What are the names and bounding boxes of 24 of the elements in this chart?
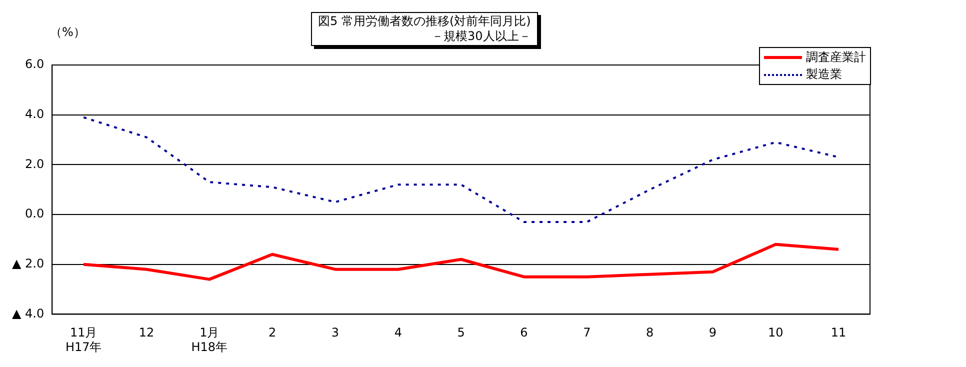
x-tick-label: 7 <box>583 326 591 340</box>
y-axis-title: （%） <box>50 24 86 41</box>
x-tick-label: 1月 H18年 <box>191 326 228 354</box>
x-tick-label: 9 <box>708 326 717 340</box>
chart-title: 図5 常用労働者数の推移(対前年同月比) <box>318 14 531 29</box>
x-tick-label: 12 <box>138 326 154 340</box>
chart-subtitle: －規模30人以上－ <box>430 29 531 44</box>
x-tick-label: 11月 H17年 <box>65 326 102 354</box>
y-tick-label: ▲ 2.0 <box>12 256 44 270</box>
x-tick-label: 5 <box>457 326 465 340</box>
legend-label: 製造業 <box>806 66 842 83</box>
x-tick-label: 3 <box>331 326 340 340</box>
x-tick-label: 4 <box>394 326 402 340</box>
y-tick-label: 4.0 <box>25 106 44 121</box>
legend-label: 調査産業計 <box>806 49 866 66</box>
y-tick-label: ▲ 4.0 <box>12 306 44 320</box>
x-tick-label: 8 <box>646 326 654 340</box>
x-tick-label: 6 <box>520 326 528 340</box>
y-tick-label: 2.0 <box>25 156 44 171</box>
y-tick-label: 0.0 <box>25 206 44 221</box>
x-tick-label: 11 <box>830 326 846 340</box>
x-tick-label: 2 <box>268 326 276 340</box>
x-tick-label: 10 <box>768 326 784 340</box>
y-tick-label: 6.0 <box>25 57 44 72</box>
